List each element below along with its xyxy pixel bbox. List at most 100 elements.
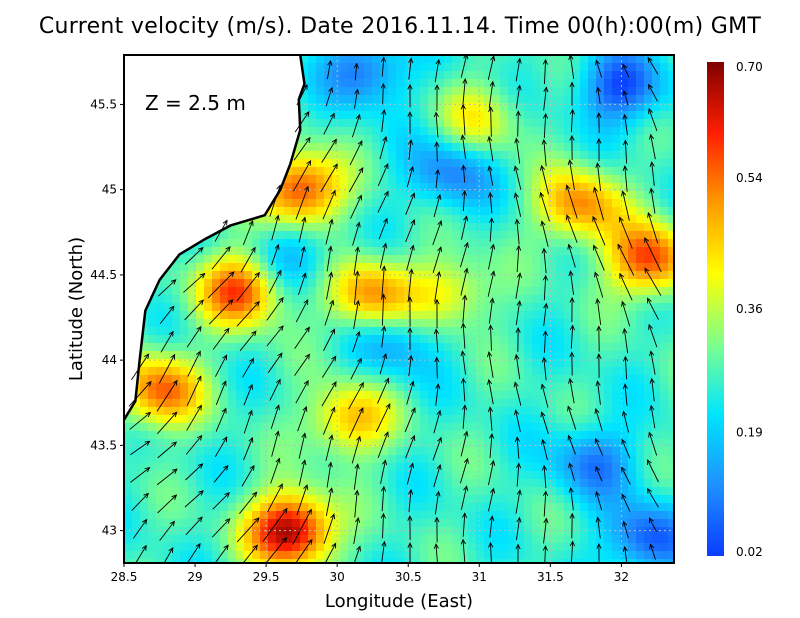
- heatmap-cell: [596, 199, 605, 208]
- heatmap-cell: [508, 391, 517, 400]
- heatmap-cell: [580, 199, 589, 208]
- heatmap-cell: [620, 487, 629, 496]
- heatmap-cell: [172, 343, 181, 352]
- heatmap-cell: [644, 399, 653, 408]
- heatmap-cell: [180, 335, 189, 344]
- heatmap-cell: [460, 463, 469, 472]
- heatmap-cell: [364, 487, 373, 496]
- heatmap-cell: [500, 159, 509, 168]
- heatmap-cell: [404, 423, 413, 432]
- heatmap-cell: [380, 359, 389, 368]
- vector-shaft: [436, 142, 438, 162]
- heatmap-cell: [356, 183, 365, 192]
- heatmap-cell: [356, 159, 365, 168]
- heatmap-cell: [172, 287, 181, 296]
- vector-arrow: [460, 215, 469, 240]
- vector-shaft: [488, 81, 494, 109]
- heatmap-cell: [268, 215, 277, 224]
- heatmap-cell: [340, 495, 349, 504]
- vector-head: [196, 350, 201, 357]
- heatmap-cell: [332, 375, 341, 384]
- heatmap-cell: [500, 55, 509, 64]
- heatmap-cell: [292, 551, 301, 560]
- heatmap-cell: [356, 71, 365, 80]
- heatmap-cell: [236, 407, 245, 416]
- heatmap-cell: [612, 455, 621, 464]
- heatmap-cell: [396, 111, 405, 120]
- heatmap-cell: [252, 239, 261, 248]
- heatmap-cell: [316, 399, 325, 408]
- heatmap-cell: [412, 375, 421, 384]
- heatmap-cell: [484, 295, 493, 304]
- heatmap-cell: [124, 511, 133, 520]
- heatmap-cell: [572, 343, 581, 352]
- heatmap-cell: [340, 223, 349, 232]
- heatmap-cell: [596, 327, 605, 336]
- heatmap-cell: [628, 559, 637, 563]
- heatmap-cell: [508, 279, 517, 288]
- heatmap-cell: [596, 207, 605, 216]
- vector-shaft: [184, 247, 204, 265]
- heatmap-cell: [500, 119, 509, 128]
- heatmap-cell: [564, 79, 573, 88]
- heatmap-cell: [516, 207, 525, 216]
- heatmap-cell: [652, 87, 661, 96]
- heatmap-cell: [196, 375, 205, 384]
- heatmap-cell: [348, 287, 357, 296]
- heatmap-cell: [444, 279, 453, 288]
- heatmap-cell: [548, 255, 557, 264]
- heatmap-cell: [380, 479, 389, 488]
- heatmap-cell: [444, 407, 453, 416]
- heatmap-cell: [156, 431, 165, 440]
- heatmap-cell: [292, 383, 301, 392]
- heatmap-cell: [244, 263, 253, 272]
- heatmap-cell: [620, 415, 629, 424]
- heatmap-cell: [436, 535, 445, 544]
- heatmap-cell: [644, 519, 653, 528]
- heatmap-cell: [244, 239, 253, 248]
- heatmap-cell: [612, 383, 621, 392]
- heatmap-cell: [580, 327, 589, 336]
- vector-head: [274, 214, 280, 221]
- vector-head: [358, 166, 364, 173]
- heatmap-cell: [484, 79, 493, 88]
- heatmap-cell: [412, 215, 421, 224]
- vector-arrow: [377, 163, 389, 187]
- vector-arrow: [432, 246, 443, 273]
- vector-head: [542, 330, 548, 337]
- heatmap-cell: [228, 407, 237, 416]
- vector-shaft: [349, 140, 363, 166]
- heatmap-cell: [588, 135, 597, 144]
- heatmap-cell: [204, 263, 213, 272]
- heatmap-cell: [548, 215, 557, 224]
- heatmap-cell: [532, 207, 541, 216]
- heatmap-cell: [668, 335, 674, 344]
- heatmap-cell: [244, 311, 253, 320]
- heatmap-cell: [644, 407, 653, 416]
- heatmap-cell: [572, 151, 581, 160]
- heatmap-cell: [516, 239, 525, 248]
- vector-arrow: [325, 218, 334, 245]
- heatmap-cell: [548, 439, 557, 448]
- heatmap-cell: [444, 399, 453, 408]
- heatmap-cell: [620, 335, 629, 344]
- heatmap-cell: [188, 399, 197, 408]
- vector-head: [197, 246, 204, 253]
- heatmap-cell: [436, 183, 445, 192]
- heatmap-cell: [428, 95, 437, 104]
- heatmap-cell: [492, 167, 501, 176]
- heatmap-cell: [460, 527, 469, 536]
- heatmap-cell: [316, 431, 325, 440]
- heatmap-cell: [340, 351, 349, 360]
- heatmap-cell: [484, 327, 493, 336]
- vector-head: [331, 189, 336, 196]
- heatmap-cell: [316, 327, 325, 336]
- heatmap-cell: [428, 55, 437, 64]
- vector-head: [354, 88, 360, 95]
- heatmap-cell: [452, 263, 461, 272]
- heatmap-cell: [660, 519, 669, 528]
- heatmap-cell: [476, 191, 485, 200]
- vector-arrow: [618, 216, 633, 249]
- heatmap-cell: [476, 503, 485, 512]
- heatmap-cell: [508, 167, 517, 176]
